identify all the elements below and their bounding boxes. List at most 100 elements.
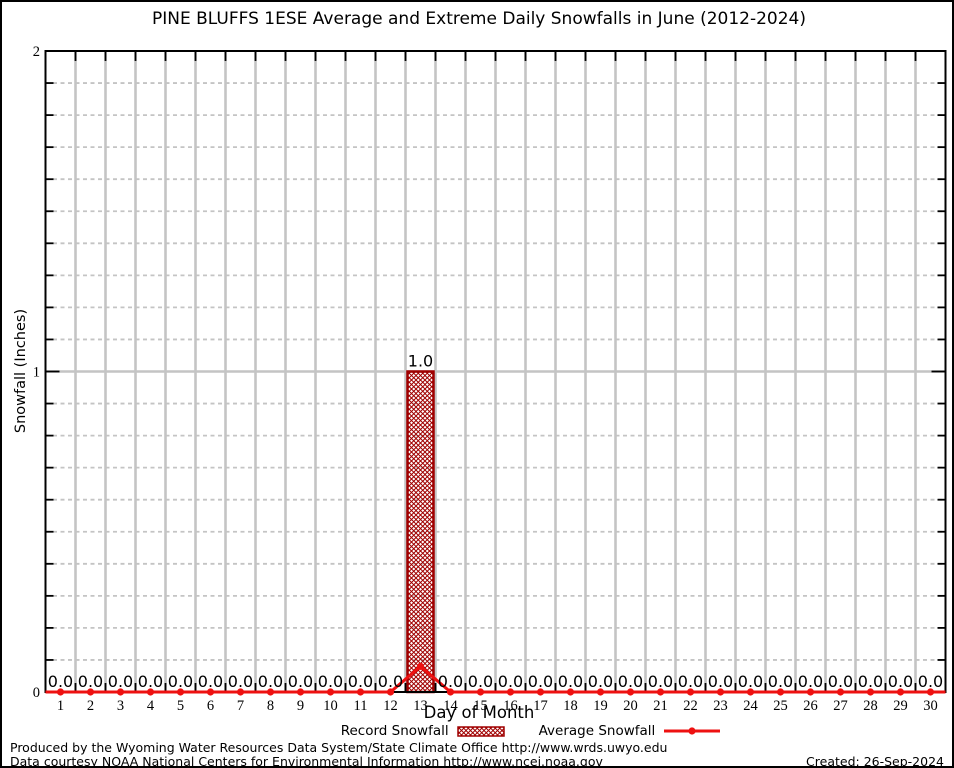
x-tick-label: 18 xyxy=(563,698,578,714)
x-tick-label: 28 xyxy=(863,698,878,714)
x-tick-label: 1 xyxy=(57,698,64,714)
x-tick-label: 25 xyxy=(773,698,788,714)
y-tick-label: 1 xyxy=(33,365,40,381)
x-tick-label: 9 xyxy=(297,698,304,714)
record-value-label: 0.0 xyxy=(168,672,193,691)
x-tick-label: 23 xyxy=(713,698,728,714)
average-marker xyxy=(506,688,515,696)
x-tick-label: 10 xyxy=(323,698,338,714)
record-value-label: 0.0 xyxy=(738,672,763,691)
record-value-label: 0.0 xyxy=(528,672,553,691)
record-value-label: 0.0 xyxy=(108,672,133,691)
average-marker xyxy=(926,688,935,696)
x-tick-label: 5 xyxy=(177,698,184,714)
average-marker xyxy=(536,688,545,696)
average-marker xyxy=(416,662,425,670)
record-value-label: 0.0 xyxy=(348,672,373,691)
x-tick-label: 21 xyxy=(653,698,668,714)
record-value-label: 0.0 xyxy=(468,672,493,691)
average-marker xyxy=(806,688,815,696)
average-marker xyxy=(656,688,665,696)
x-tick-label: 17 xyxy=(533,698,548,714)
record-value-label: 0.0 xyxy=(138,672,163,691)
record-value-label: 0.0 xyxy=(918,672,943,691)
average-marker xyxy=(716,688,725,696)
average-marker xyxy=(386,688,395,696)
created-date: Created: 26-Sep-2024 xyxy=(806,754,944,768)
record-value-label: 0.0 xyxy=(708,672,733,691)
record-value-label: 0.0 xyxy=(558,672,583,691)
average-marker xyxy=(446,688,455,696)
x-tick-label: 20 xyxy=(623,698,638,714)
average-marker xyxy=(176,688,185,696)
average-marker xyxy=(896,688,905,696)
x-tick-label: 27 xyxy=(833,698,848,714)
x-tick-label: 15 xyxy=(473,698,488,714)
average-marker xyxy=(86,688,95,696)
record-value-label: 0.0 xyxy=(798,672,823,691)
record-value-label: 0.0 xyxy=(198,672,223,691)
average-marker xyxy=(116,688,125,696)
record-value-label: 0.0 xyxy=(438,672,463,691)
average-marker xyxy=(776,688,785,696)
average-marker xyxy=(296,688,305,696)
record-value-label: 0.0 xyxy=(318,672,343,691)
record-value-label: 0.0 xyxy=(258,672,283,691)
average-marker xyxy=(326,688,335,696)
average-marker xyxy=(56,688,65,696)
average-marker xyxy=(626,688,635,696)
x-tick-label: 29 xyxy=(893,698,908,714)
footer-produced-by: Produced by the Wyoming Water Resources … xyxy=(10,740,668,755)
record-value-label: 0.0 xyxy=(498,672,523,691)
record-value-label: 0.0 xyxy=(858,672,883,691)
record-value-label: 0.0 xyxy=(228,672,253,691)
average-marker xyxy=(356,688,365,696)
record-bar xyxy=(406,370,435,694)
footer-data-courtesy: Data courtesy NOAA National Centers for … xyxy=(10,754,603,768)
y-tick-label: 2 xyxy=(33,44,40,60)
record-value-label: 0.0 xyxy=(588,672,613,691)
average-marker xyxy=(836,688,845,696)
record-value-label: 0.0 xyxy=(288,672,313,691)
x-tick-label: 14 xyxy=(443,698,458,714)
x-tick-label: 12 xyxy=(383,698,398,714)
average-marker xyxy=(746,688,755,696)
average-line xyxy=(45,664,946,694)
x-tick-label: 4 xyxy=(147,698,155,714)
average-marker xyxy=(236,688,245,696)
record-value-label: 1.0 xyxy=(408,352,433,371)
record-value-label: 0.0 xyxy=(648,672,673,691)
x-tick-label: 13 xyxy=(413,698,428,714)
x-tick-label: 19 xyxy=(593,698,608,714)
x-tick-label: 22 xyxy=(683,698,698,714)
record-value-label: 0.0 xyxy=(888,672,913,691)
average-marker xyxy=(566,688,575,696)
legend-record-label: Record Snowfall xyxy=(340,723,449,739)
x-tick-label: 2 xyxy=(87,698,94,714)
x-tick-label: 24 xyxy=(743,698,758,714)
legend-average-label: Average Snowfall xyxy=(538,723,656,739)
average-line-sample-icon xyxy=(664,727,721,735)
record-value-label: 0.0 xyxy=(768,672,793,691)
chart-title: PINE BLUFFS 1ESE Average and Extreme Dai… xyxy=(151,9,807,29)
x-tick-label: 26 xyxy=(803,698,818,714)
record-value-label: 0.0 xyxy=(378,672,403,691)
legend-entry-record: Record Snowfall xyxy=(341,723,505,739)
x-axis-label: Day of Month xyxy=(423,703,535,722)
x-tick-label: 8 xyxy=(267,698,274,714)
average-marker xyxy=(866,688,875,696)
record-value-label: 0.0 xyxy=(78,672,103,691)
x-tick-label: 3 xyxy=(117,698,124,714)
average-marker xyxy=(266,688,275,696)
x-tick-label: 11 xyxy=(354,698,368,714)
record-value-label: 0.0 xyxy=(48,672,73,691)
record-value-label: 0.0 xyxy=(618,672,643,691)
y-tick-label: 0 xyxy=(33,685,40,701)
x-tick-label: 16 xyxy=(503,698,518,714)
x-tick-label: 30 xyxy=(923,698,938,714)
average-marker xyxy=(596,688,605,696)
record-value-label: 0.0 xyxy=(828,672,853,691)
x-tick-label: 7 xyxy=(237,698,244,714)
